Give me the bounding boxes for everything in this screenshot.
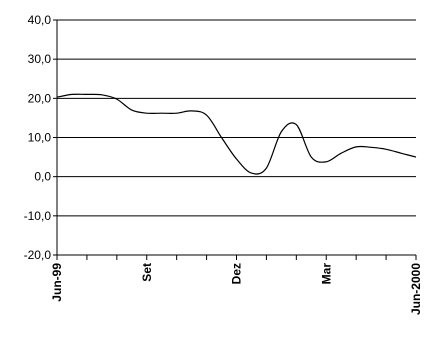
x-tick-label: Jun-2000 bbox=[409, 263, 423, 315]
gridlines bbox=[57, 19, 416, 217]
series-group bbox=[56, 93, 417, 175]
y-tick-label: 0,0 bbox=[34, 170, 51, 184]
x-tick-label: Jun-99 bbox=[50, 263, 64, 302]
y-tick-label: -10,0 bbox=[24, 209, 52, 223]
x-tick-label: Mar bbox=[319, 263, 333, 285]
y-tick-label: -20,0 bbox=[24, 248, 52, 262]
y-tick-label: 40,0 bbox=[28, 13, 52, 27]
y-tick-label: 20,0 bbox=[28, 91, 52, 105]
y-axis-ticks: 40,0 30,0 20,0 10,0 0,0 -10,0 -20,0 bbox=[24, 13, 57, 262]
x-tick-label: Dez bbox=[230, 263, 244, 284]
x-axis-ticks: Jun-99 Set Dez Mar Jun-2000 bbox=[50, 255, 423, 315]
series-line bbox=[56, 93, 417, 175]
y-tick-label: 30,0 bbox=[28, 52, 52, 66]
x-tick-label: Set bbox=[140, 263, 154, 282]
y-tick-label: 10,0 bbox=[28, 131, 52, 145]
